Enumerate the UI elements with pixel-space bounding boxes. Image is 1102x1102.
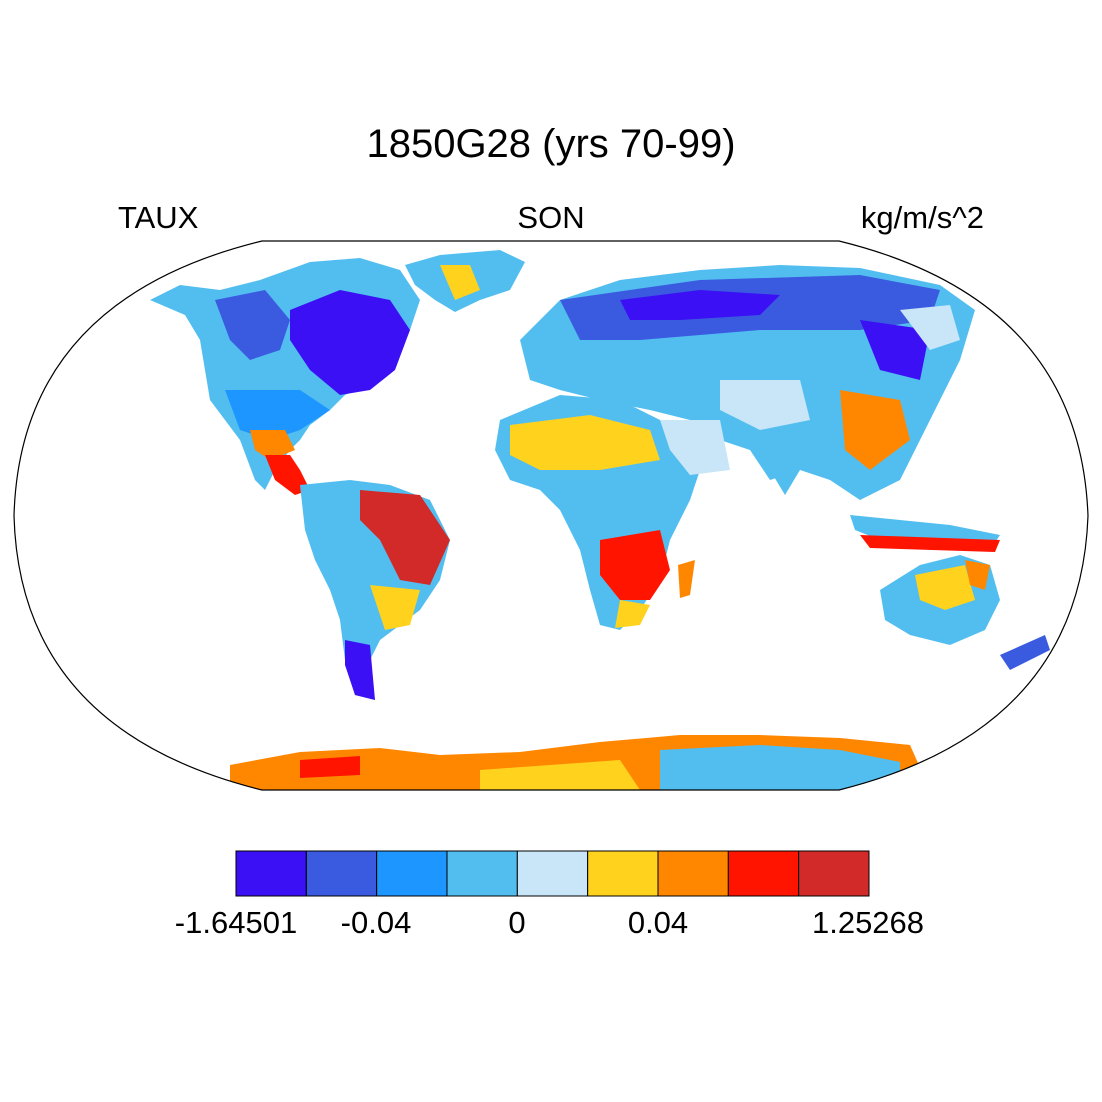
season-label: SON [517, 200, 585, 235]
north-america-west [215, 290, 290, 360]
colorbar-tick-label: 0 [508, 905, 526, 940]
colorbar-swatch [376, 850, 448, 897]
madagascar [678, 560, 695, 598]
usa-south [225, 390, 330, 440]
central-america [265, 455, 310, 495]
colorbar-swatch [516, 850, 589, 897]
globe-outline [13, 240, 1089, 791]
new-zealand [1000, 635, 1050, 670]
variable-label: TAUX [118, 200, 199, 235]
colorbar-swatch [798, 850, 870, 897]
map-title: 1850G28 (yrs 70-99) [366, 122, 736, 166]
colorbar-tick-label: -1.64501 [174, 905, 298, 940]
colorbar-tick-label: -0.04 [340, 905, 412, 940]
colorbar-swatch [587, 850, 659, 897]
colorbar-tick-label: 0.04 [627, 905, 689, 940]
colorbar-swatch [235, 850, 307, 897]
units-label: kg/m/s^2 [860, 200, 984, 235]
colorbar-tick-label: 1.25268 [811, 905, 925, 940]
colorbar-swatch [446, 850, 518, 897]
colorbar-swatch [727, 850, 800, 897]
gulf-coast [250, 430, 295, 460]
north-america-east [290, 290, 410, 395]
arabia [660, 420, 730, 475]
colorbar-swatch [657, 850, 729, 897]
india [760, 430, 810, 495]
colorbar-swatch [305, 850, 378, 897]
